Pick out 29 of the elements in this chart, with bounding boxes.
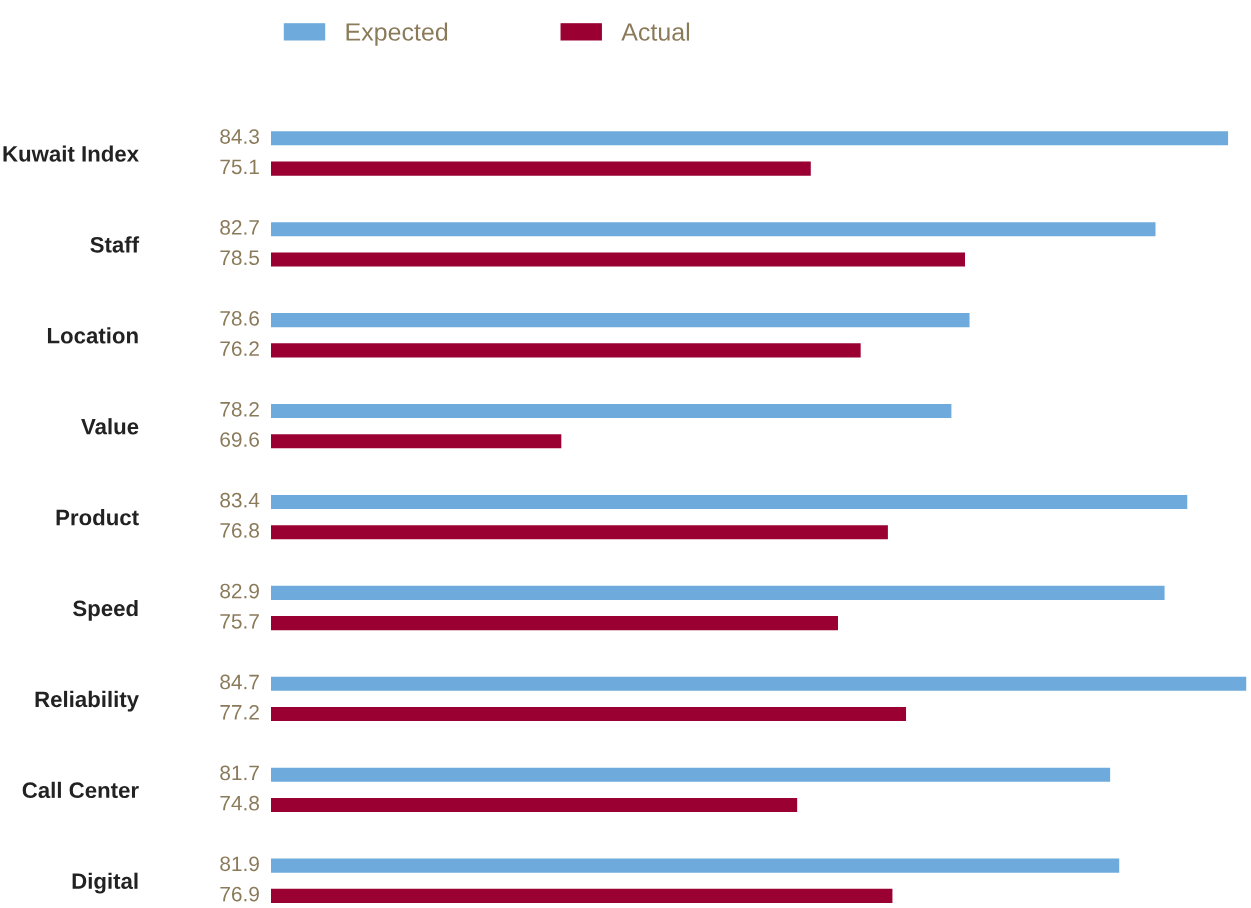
legend-label: Actual <box>621 22 690 41</box>
data-label: 76.8 <box>220 523 259 538</box>
legend-label: Expected <box>346 22 448 46</box>
y-tick-label: Speed <box>73 599 138 621</box>
data-label: 84.3 <box>220 129 259 144</box>
data-label: 81.7 <box>220 765 259 781</box>
data-label: 75.7 <box>220 614 259 629</box>
y-tick-label: Reliability <box>35 690 139 712</box>
y-tick-label: Staff <box>90 236 140 253</box>
y-tick-label: Product <box>56 509 139 526</box>
data-label: 78.5 <box>220 250 260 266</box>
data-label: 78.6 <box>220 310 259 326</box>
data-label: 84.7 <box>220 674 259 690</box>
data-label: 82.7 <box>220 220 259 235</box>
data-label: 69.6 <box>220 432 259 447</box>
data-label: 74.8 <box>220 795 259 811</box>
y-tick-label: Kuwait Index <box>3 145 139 162</box>
data-label: 76.9 <box>220 886 259 902</box>
data-label: 76.2 <box>220 341 259 356</box>
y-tick-label: Value <box>81 418 139 435</box>
data-label: 81.9 <box>220 856 259 872</box>
data-label: 82.9 <box>220 583 259 599</box>
y-tick-label: Digital <box>72 872 138 894</box>
data-label: 83.4 <box>220 492 260 508</box>
data-label: 78.2 <box>220 401 259 417</box>
y-tick-label: Location <box>47 327 138 344</box>
data-label: 75.1 <box>220 159 259 175</box>
data-label: 77.2 <box>220 704 259 720</box>
y-tick-label: Call Center <box>22 781 139 799</box>
